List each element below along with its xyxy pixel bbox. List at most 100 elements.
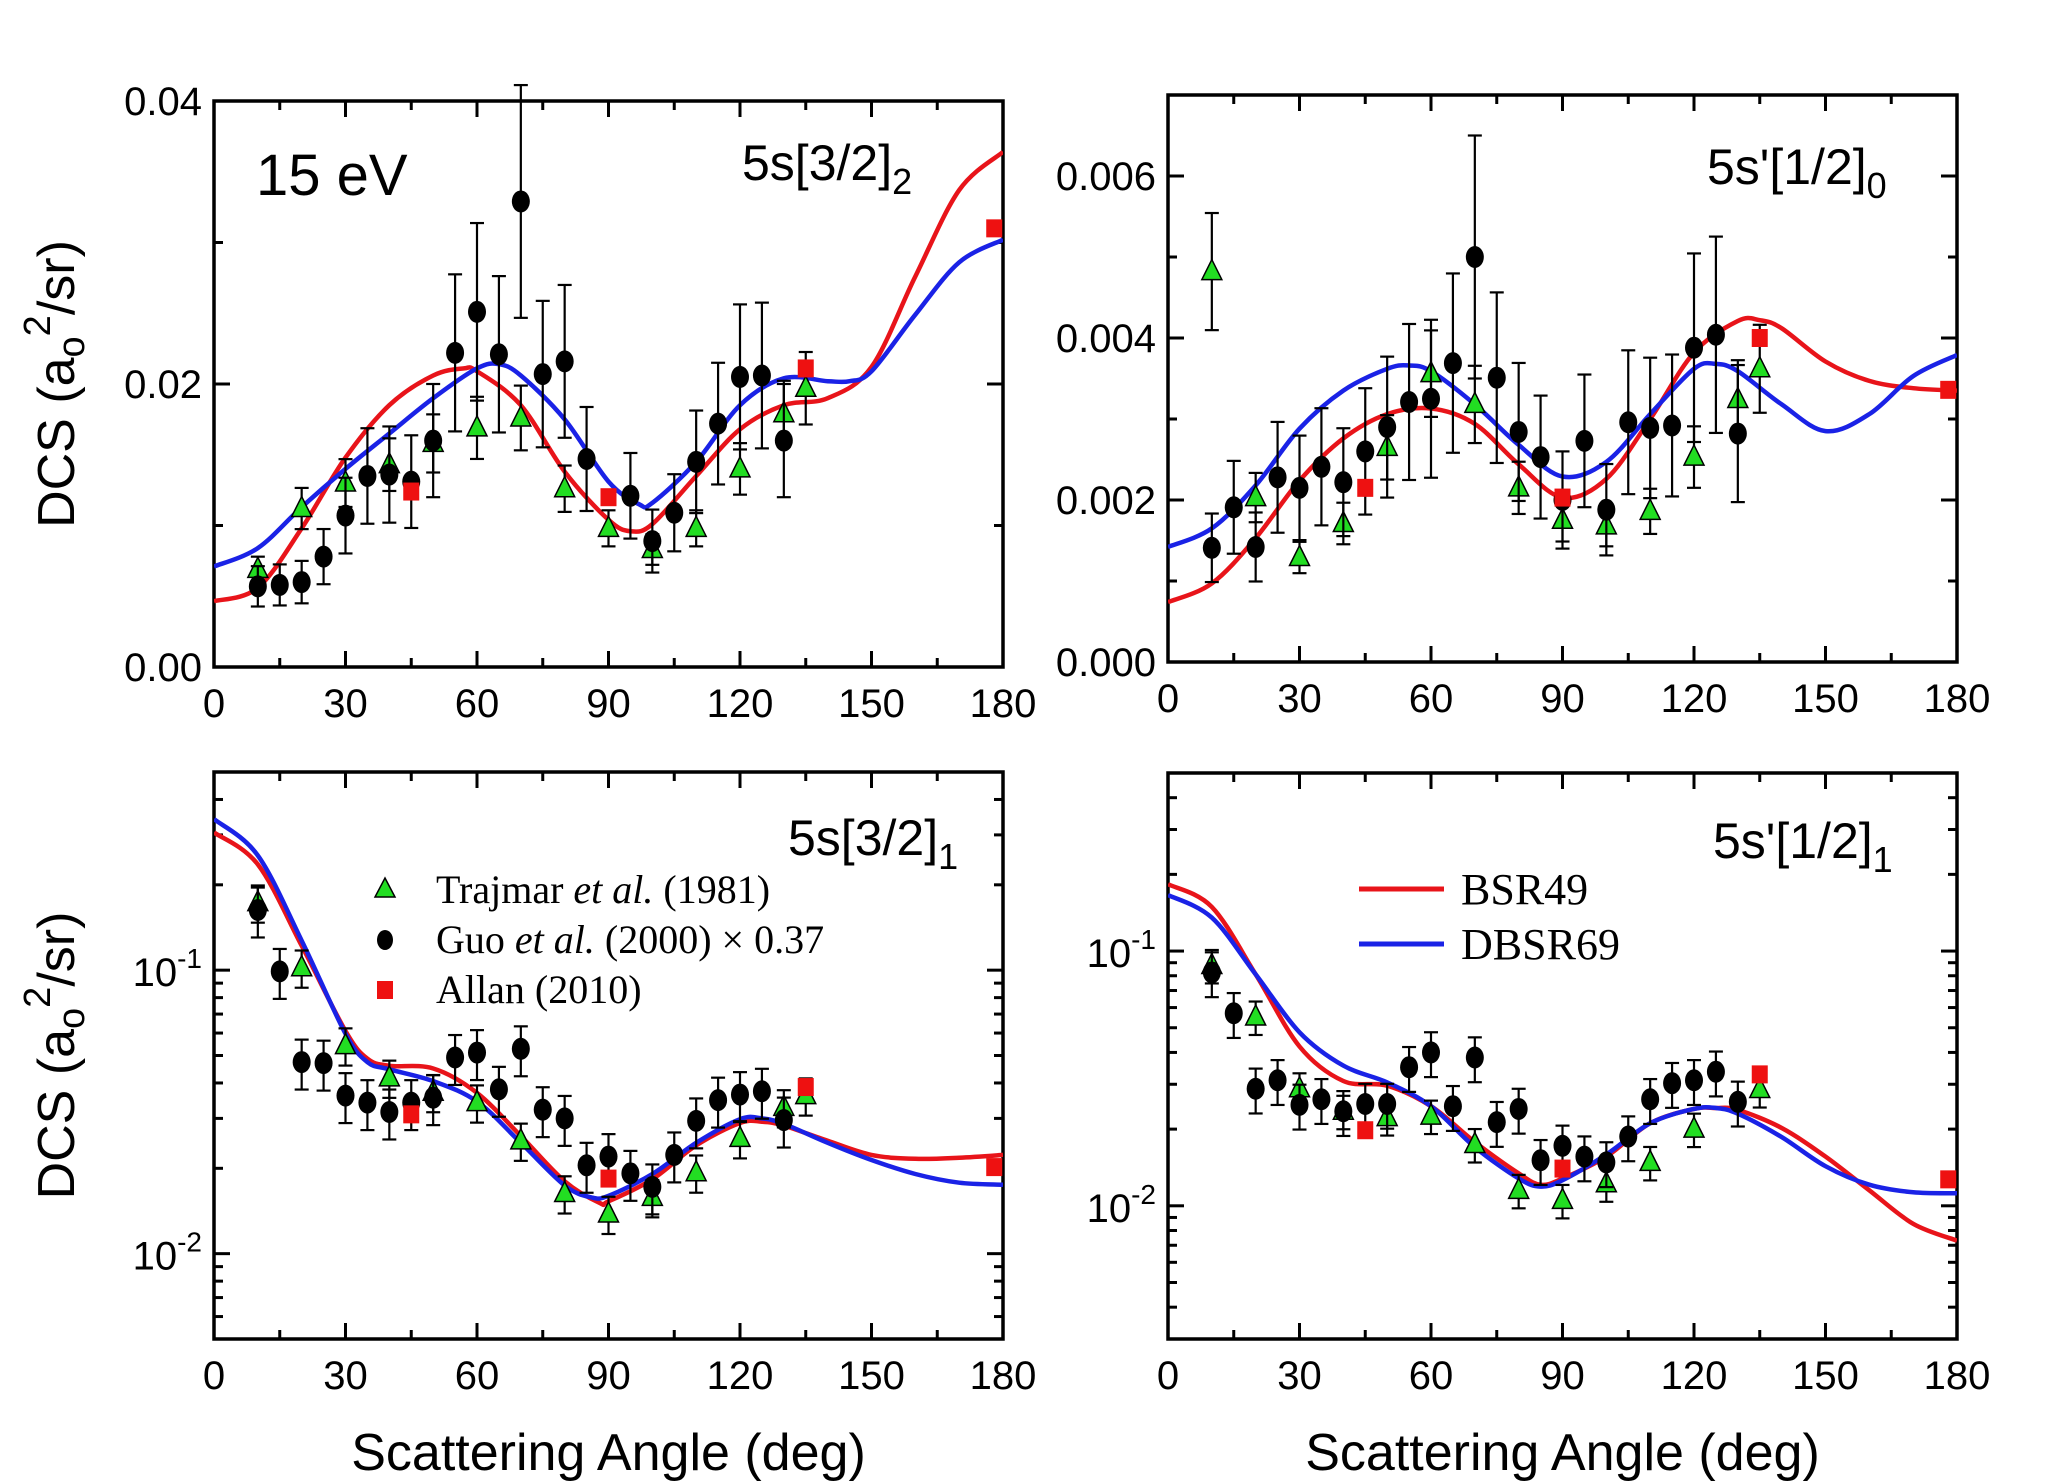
panel-title-main: 5s'[1/2] <box>1713 813 1873 869</box>
data-point-trajmar <box>684 514 708 538</box>
data-point-guo <box>1378 416 1397 439</box>
data-point-guo <box>1422 1041 1440 1064</box>
x-tick-label: 60 <box>1409 677 1454 721</box>
data-point-guo <box>1312 1088 1331 1111</box>
data-point-allan <box>1751 329 1768 347</box>
data-point-trajmar <box>728 455 752 478</box>
panel-title-subscript: 0 <box>1867 165 1887 206</box>
data-point-guo <box>489 343 508 366</box>
data-point-guo <box>1356 1092 1375 1115</box>
data-point-guo <box>709 1089 728 1112</box>
x-tick-label: 0 <box>203 1354 225 1398</box>
data-point-trajmar <box>1463 390 1487 414</box>
data-point-guo <box>1575 1145 1594 1168</box>
data-point-guo <box>1685 336 1703 359</box>
y-axis-label: DCS (ao2/sr) <box>17 240 93 528</box>
data-point-guo <box>248 575 267 598</box>
x-tick-label: 90 <box>586 1354 631 1398</box>
y-tick-label: 0.006 <box>1056 155 1156 199</box>
data-point-trajmar <box>1200 257 1224 281</box>
data-point-guo <box>1706 1060 1725 1083</box>
data-point-guo <box>1400 390 1419 413</box>
data-point-guo <box>731 365 749 388</box>
x-tick-label: 60 <box>455 682 500 726</box>
data-point-trajmar <box>334 1031 357 1055</box>
data-point-trajmar <box>465 414 489 437</box>
x-tick-label: 120 <box>1661 1354 1728 1398</box>
plot-frame <box>1166 771 1959 1341</box>
panel-3: 0 30 60 90 120 150 18010-110-25s'[1/2]1Scatter… <box>1087 771 1991 1482</box>
data-point-guo <box>687 1109 706 1132</box>
y-tick-exponent: -1 <box>177 943 202 974</box>
series-circle <box>1202 134 1747 584</box>
data-point-guo <box>1728 1090 1747 1113</box>
series-square <box>403 1078 1003 1188</box>
panel-title-main: 5s'[1/2] <box>1707 139 1867 195</box>
x-tick-label: 0 <box>203 682 225 726</box>
data-point-guo <box>1465 246 1484 268</box>
data-point-guo <box>1334 1100 1353 1123</box>
data-point-trajmar <box>465 1088 489 1112</box>
data-point-guo <box>731 1083 749 1106</box>
panel-1: 0 30 60 90 120 150 180 0.000 0.002 0.004 0.006 5s'[… <box>1056 93 1991 721</box>
data-point-guo <box>621 484 640 507</box>
data-point-guo <box>1334 471 1353 494</box>
data-point-guo <box>1619 411 1638 434</box>
data-point-allan <box>600 1169 617 1188</box>
data-point-guo <box>336 1084 355 1107</box>
data-point-guo <box>1509 1097 1528 1120</box>
data-point-guo <box>1246 535 1265 558</box>
data-point-guo <box>1268 466 1287 489</box>
data-point-guo <box>687 450 706 473</box>
series-circle <box>248 83 793 608</box>
data-point-allan <box>986 219 1003 238</box>
x-tick-label: 180 <box>1924 677 1991 721</box>
data-point-allan <box>986 1158 1003 1177</box>
data-point-guo <box>358 464 377 487</box>
panel-title: 5s[3/2]2 <box>742 135 912 202</box>
data-point-guo <box>752 364 771 387</box>
data-point-trajmar <box>1244 483 1267 507</box>
data-point-trajmar <box>1748 1075 1771 1099</box>
data-point-guo <box>1312 455 1331 478</box>
data-point-trajmar <box>728 1124 752 1148</box>
data-point-guo <box>665 501 684 524</box>
data-point-allan <box>600 488 617 507</box>
x-tick-label: 0 <box>1157 677 1179 721</box>
data-point-trajmar <box>794 374 817 397</box>
data-point-trajmar <box>1682 1115 1706 1138</box>
data-point-guo <box>1268 1069 1287 1092</box>
data-point-guo <box>511 190 530 213</box>
x-tick-label: 150 <box>838 1354 905 1398</box>
y-tick-base: 10 <box>1087 1187 1132 1231</box>
data-point-trajmar <box>597 1200 620 1223</box>
data-point-guo <box>1202 536 1221 559</box>
x-tick-label: 180 <box>1924 1354 1991 1398</box>
data-point-trajmar <box>553 475 576 498</box>
data-point-trajmar <box>597 514 620 538</box>
x-tick-label: 60 <box>455 1354 500 1398</box>
data-point-trajmar <box>1748 355 1771 378</box>
series-square <box>403 219 1003 507</box>
data-point-guo <box>774 429 793 452</box>
series-triangle <box>246 884 817 1236</box>
series-triangle <box>1200 211 1771 575</box>
data-point-guo <box>1619 1125 1638 1148</box>
data-point-guo <box>1422 387 1440 410</box>
series-circle <box>1202 951 1747 1189</box>
data-point-trajmar <box>509 1127 533 1150</box>
data-point-guo <box>424 429 443 452</box>
y-tick-base: 10 <box>133 1235 178 1279</box>
series-circle <box>248 886 793 1216</box>
data-point-guo <box>533 1098 552 1121</box>
x-axis-label: Scattering Angle (deg) <box>351 1424 866 1482</box>
x-tick-label: 60 <box>1409 1354 1454 1398</box>
data-point-trajmar <box>509 404 533 427</box>
data-point-guo <box>1487 1111 1506 1134</box>
data-point-guo <box>1706 323 1725 346</box>
series-square <box>1357 329 1957 507</box>
legend-theory: BSR49 DBSR69 <box>1359 865 1620 969</box>
data-point-guo <box>468 300 486 323</box>
data-point-guo <box>511 1037 530 1060</box>
